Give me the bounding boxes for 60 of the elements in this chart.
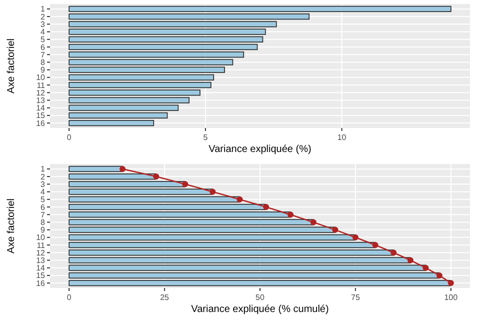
y-tick-label: 6 (40, 202, 46, 212)
x-tick-label: 10 (337, 133, 347, 142)
x-tick-label: 50 (256, 293, 265, 302)
point (372, 242, 378, 248)
point (120, 166, 126, 172)
point (288, 212, 294, 218)
x-tick-label: 75 (351, 293, 360, 302)
y-axis-title: Axe factoriel (6, 198, 17, 254)
point (390, 250, 397, 256)
x-axis-title: Variance expliquée (% cumulé) (191, 304, 329, 315)
point (153, 174, 160, 180)
point (332, 226, 338, 233)
y-tick-label: 8 (40, 58, 46, 67)
point (352, 234, 358, 240)
y-tick-label: 5 (40, 35, 46, 44)
y-tick-label: 5 (40, 195, 46, 204)
y-tick-label: 13 (36, 96, 46, 106)
y-tick-label: 12 (36, 88, 46, 98)
y-tick-label: 3 (40, 20, 46, 29)
y-tick-label: 11 (36, 240, 46, 250)
y-tick-label: 10 (36, 233, 46, 242)
y-tick-label: 14 (36, 104, 46, 113)
y-tick-label: 6 (40, 42, 46, 52)
y-tick-label: 14 (36, 264, 46, 273)
x-tick-label: 5 (203, 133, 208, 142)
y-axis-title: Axe factoriel (6, 38, 17, 94)
x-tick-label: 0 (66, 133, 72, 142)
point (236, 196, 243, 202)
point (422, 264, 429, 271)
point (263, 204, 270, 210)
x-tick-label: 100 (444, 293, 458, 302)
y-tick-label: 15 (36, 111, 46, 120)
y-tick-label: 1 (40, 164, 46, 174)
y-tick-label: 16 (36, 278, 46, 288)
y-tick-label: 2 (40, 172, 46, 182)
point (407, 257, 414, 264)
y-tick-label: 13 (36, 256, 46, 266)
y-tick-label: 3 (40, 180, 46, 189)
y-tick-label: 8 (40, 218, 46, 227)
y-tick-label: 7 (40, 210, 46, 220)
x-axis-title: Variance expliquée (%) (208, 144, 312, 155)
y-tick-label: 7 (40, 50, 46, 60)
y-tick-label: 4 (40, 188, 46, 197)
y-tick-label: 4 (40, 28, 46, 37)
y-tick-label: 12 (36, 248, 46, 258)
y-tick-label: 16 (36, 118, 46, 128)
x-tick-label: 25 (160, 293, 170, 302)
point (210, 188, 216, 195)
x-tick-label: 0 (66, 293, 72, 302)
y-tick-label: 9 (40, 226, 46, 235)
y-tick-label: 10 (36, 73, 46, 82)
y-tick-label: 2 (40, 12, 46, 22)
y-tick-label: 9 (40, 66, 46, 75)
point (436, 272, 442, 278)
point (182, 181, 188, 188)
point (448, 280, 454, 286)
point (310, 219, 316, 226)
y-tick-label: 1 (40, 4, 46, 14)
y-tick-label: 15 (36, 271, 46, 280)
y-tick-label: 11 (36, 80, 46, 90)
